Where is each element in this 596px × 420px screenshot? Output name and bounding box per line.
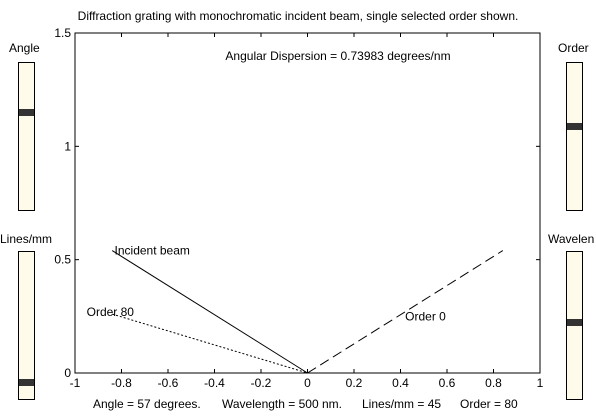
lines-per-mm-slider-thumb[interactable] <box>19 379 34 386</box>
series-line-order-0 <box>307 250 504 374</box>
wavelength-slider[interactable] <box>566 251 583 400</box>
order-slider-thumb[interactable] <box>567 123 582 130</box>
lines-per-mm-slider[interactable] <box>18 251 35 400</box>
x-tick-label: -0.8 <box>111 376 132 390</box>
annotation-order-80: Order 80 <box>87 305 135 319</box>
x-tick-label: 0 <box>304 376 311 390</box>
annotation-order-0: Order 0 <box>405 309 446 323</box>
figure-title: Diffraction grating with monochromatic i… <box>77 9 519 23</box>
wavelength-slider-label: Wavelen <box>548 232 595 246</box>
y-tick-label: 0.5 <box>54 253 71 267</box>
y-tick-label: 0 <box>64 366 71 380</box>
lines-slider-label: Lines/mm <box>0 232 53 246</box>
angular-dispersion-label: Angular Dispersion = 0.73983 degrees/nm <box>225 49 450 63</box>
order-slider[interactable] <box>566 62 583 211</box>
y-tick-label: 1 <box>64 139 71 153</box>
status-angle: Angle = 57 degrees. <box>93 397 201 411</box>
x-tick-label: -0.2 <box>251 376 272 390</box>
x-tick-label: 0.8 <box>485 376 502 390</box>
x-tick-label: -1 <box>70 376 81 390</box>
series-line-incident-beam <box>111 250 308 374</box>
status-wavelength: Wavelength = 500 nm. <box>222 397 342 411</box>
angle-slider-thumb[interactable] <box>19 109 34 116</box>
x-tick-label: 0.4 <box>392 376 409 390</box>
x-tick-label: 0.6 <box>439 376 456 390</box>
status-lines: Lines/mm = 45 <box>362 397 442 411</box>
angle-slider[interactable] <box>18 62 35 211</box>
annotation-incident-beam: Incident beam <box>115 244 190 258</box>
x-tick-label: -0.6 <box>158 376 179 390</box>
x-tick-label: 0.2 <box>346 376 363 390</box>
plot-frame <box>74 32 541 374</box>
y-tick-label: 1.5 <box>54 26 71 40</box>
wavelength-slider-thumb[interactable] <box>567 319 582 326</box>
x-tick-label: 1 <box>537 376 544 390</box>
angle-slider-label: Angle <box>9 41 40 55</box>
x-tick-label: -0.4 <box>204 376 225 390</box>
order-slider-label: Order <box>558 41 589 55</box>
status-order: Order = 80 <box>460 397 518 411</box>
series-line-order-80 <box>112 313 308 374</box>
